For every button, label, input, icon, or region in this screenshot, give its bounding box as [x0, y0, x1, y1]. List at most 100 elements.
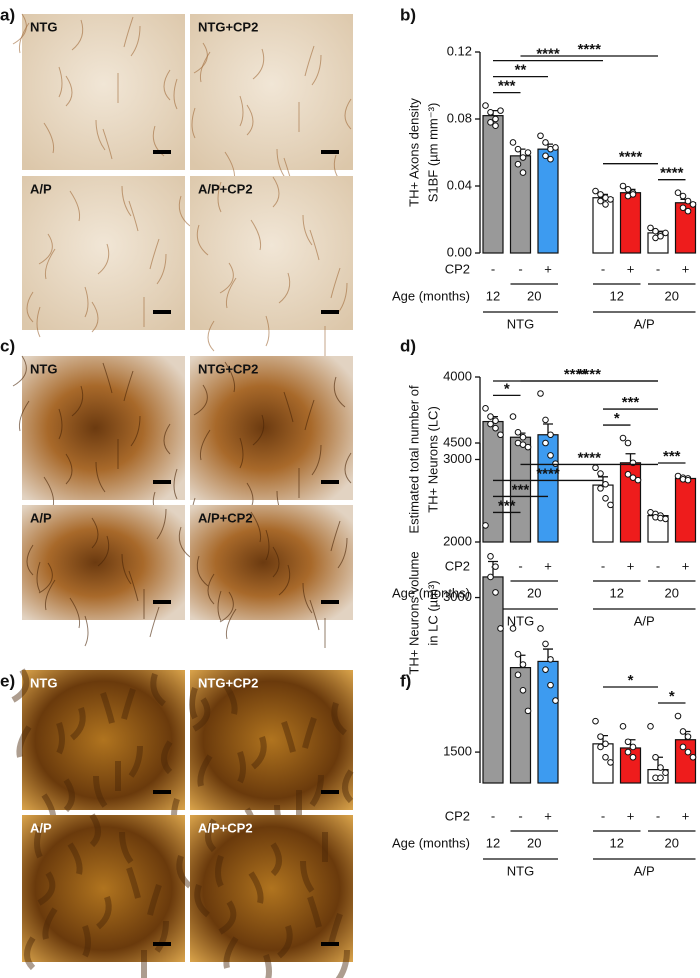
image-panel: c) NTG NTG+CP2 A/P A/P+CP2 — [0, 336, 353, 648]
texture — [252, 414, 265, 446]
texture — [307, 896, 322, 928]
data-point — [674, 712, 682, 720]
texture — [63, 778, 75, 813]
texture — [278, 564, 291, 596]
texture — [278, 272, 291, 304]
texture — [58, 66, 63, 98]
micrograph — [22, 14, 185, 170]
y-tick-label: 3000 — [443, 451, 472, 466]
texture — [84, 615, 89, 647]
panel-label: c) — [0, 336, 15, 355]
cp2-label: - — [601, 261, 605, 276]
texture — [173, 78, 178, 110]
data-point — [542, 666, 549, 673]
age-label: 20 — [527, 585, 541, 600]
texture — [12, 13, 27, 45]
texture — [58, 408, 63, 440]
texture — [43, 122, 55, 154]
data-point — [542, 152, 549, 160]
data-point — [629, 474, 637, 481]
texture — [97, 535, 110, 567]
data-point — [537, 132, 544, 140]
data-point — [537, 625, 544, 632]
significance-label: **** — [578, 41, 602, 58]
image-label: A/P+CP2 — [198, 181, 253, 196]
image-label: A/P+CP2 — [198, 820, 253, 835]
bar — [482, 115, 504, 254]
data-point — [482, 405, 489, 412]
data-point — [547, 155, 554, 163]
y-tick-label: 4000 — [443, 368, 472, 383]
texture — [43, 476, 55, 508]
texture — [333, 376, 346, 408]
row-label: CP2 — [445, 808, 470, 823]
data-point — [547, 452, 554, 459]
panel-label: e) — [0, 671, 15, 690]
texture — [91, 301, 99, 333]
bar — [509, 667, 532, 784]
texture — [126, 867, 141, 899]
texture — [65, 75, 73, 107]
texture — [173, 468, 178, 500]
texture — [97, 243, 110, 275]
group-label: A/P — [634, 316, 655, 331]
data-point — [519, 433, 527, 441]
bar-chart: f)TH+ Neurons volume in LC (µm³) 1500 3000 4… — [392, 434, 697, 878]
texture — [130, 25, 141, 57]
data-point — [542, 640, 549, 648]
bar — [537, 434, 559, 543]
group-label: A/P — [634, 863, 655, 878]
data-point — [662, 229, 669, 237]
texture — [250, 219, 262, 251]
data-point — [524, 149, 532, 156]
data-point — [634, 476, 642, 484]
data-point — [597, 743, 604, 751]
group-label: NTG — [507, 863, 534, 878]
panel-label: a) — [0, 5, 15, 24]
texture — [250, 511, 262, 543]
data-point — [514, 145, 522, 153]
texture — [224, 361, 236, 393]
cp2-label: + — [682, 808, 690, 823]
cp2-label: - — [518, 808, 522, 823]
panel-label: d) — [400, 336, 416, 355]
texture — [219, 262, 234, 294]
texture — [36, 306, 41, 338]
data-point — [684, 197, 692, 205]
scale-bar — [153, 480, 171, 484]
data-point — [602, 494, 609, 502]
significance-label: * — [669, 688, 675, 705]
texture — [219, 591, 234, 623]
texture — [128, 570, 139, 602]
texture — [330, 267, 341, 299]
y-tick-label: 0.08 — [447, 110, 472, 125]
texture — [121, 688, 136, 720]
texture — [128, 200, 139, 232]
texture — [84, 286, 89, 318]
data-point — [624, 738, 632, 746]
y-tick-label: 0.00 — [447, 244, 472, 259]
cp2-label: - — [656, 558, 660, 573]
data-point — [619, 182, 627, 190]
texture — [89, 813, 101, 848]
data-point — [652, 753, 659, 761]
texture — [193, 384, 208, 416]
y-tick-label: 1500 — [443, 744, 472, 759]
texture — [12, 355, 27, 387]
image-label: NTG — [30, 19, 57, 34]
texture — [130, 415, 141, 447]
group-label: NTG — [507, 613, 534, 628]
texture — [121, 185, 132, 217]
cp2-label: - — [518, 558, 522, 573]
texture — [197, 754, 213, 787]
data-point — [679, 192, 687, 200]
texture — [222, 682, 238, 715]
texture — [18, 400, 30, 432]
texture — [95, 461, 106, 493]
cp2-label: + — [544, 261, 552, 276]
scale-bar — [153, 790, 171, 794]
micrograph — [22, 815, 185, 962]
texture — [189, 687, 198, 720]
texture — [344, 452, 352, 484]
